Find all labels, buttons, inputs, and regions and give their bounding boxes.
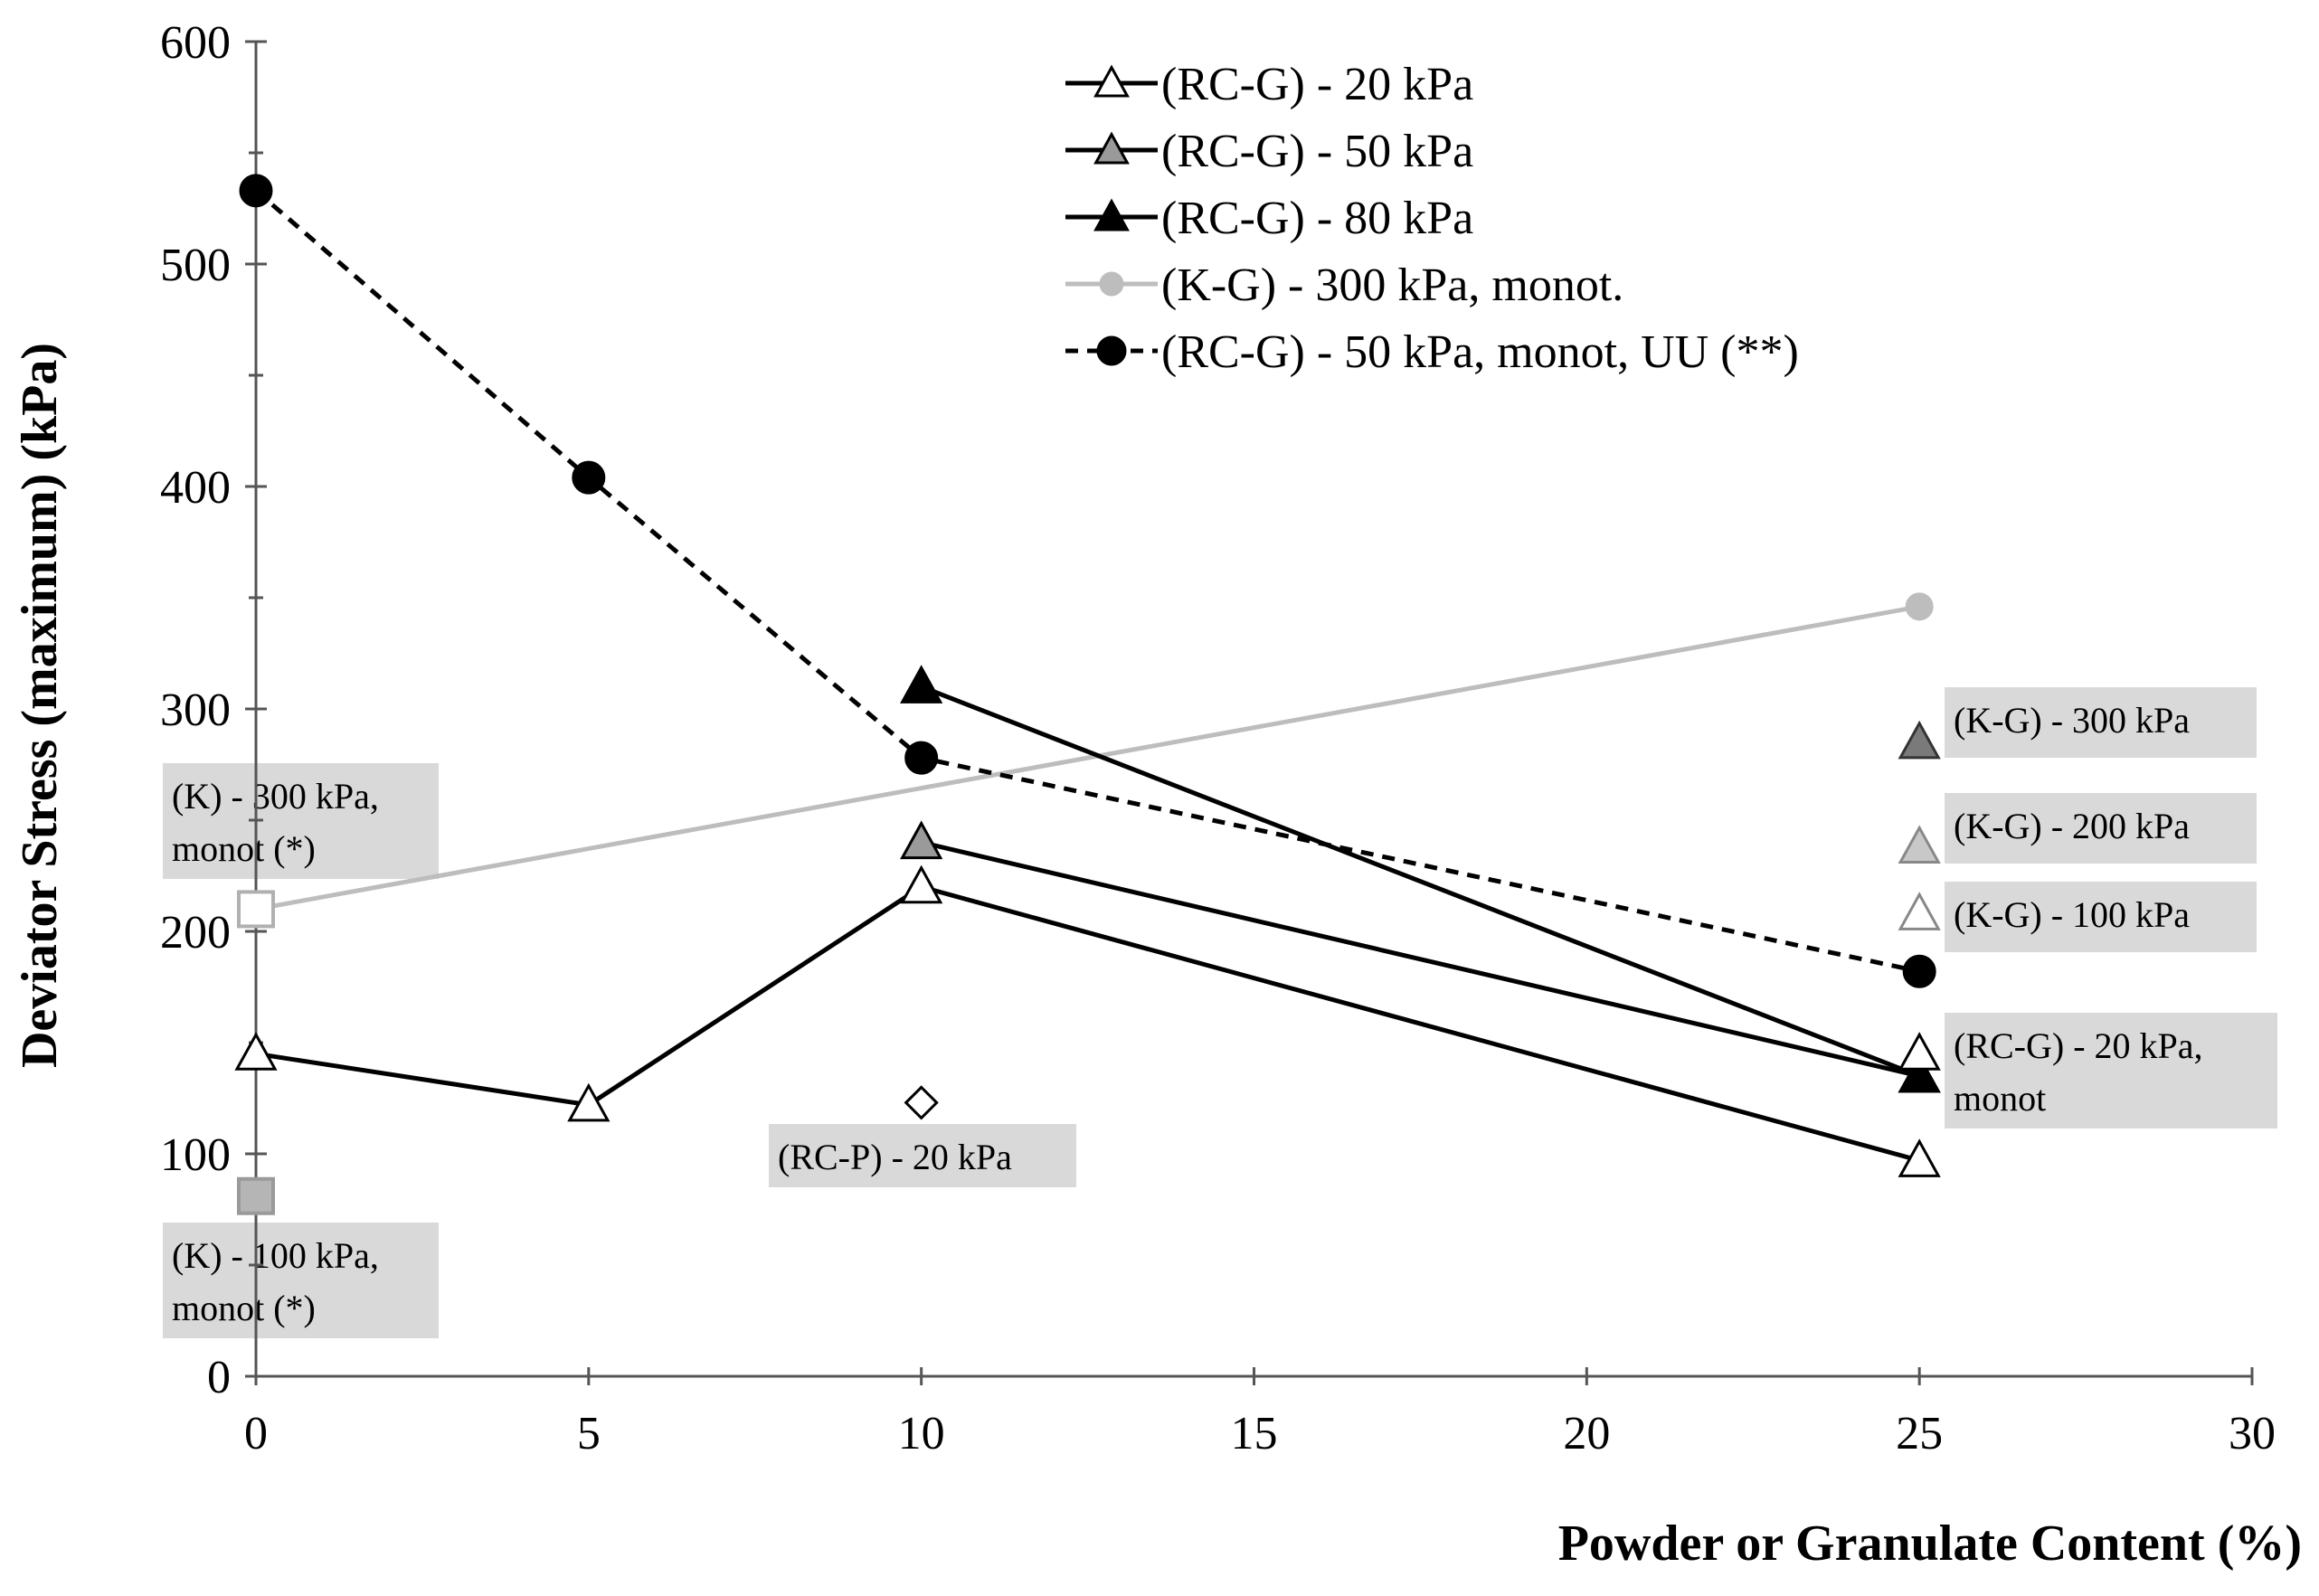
series-point bbox=[567, 1082, 611, 1122]
y-tick-label: 500 bbox=[160, 240, 231, 291]
series-point bbox=[1898, 1138, 1941, 1177]
x-tick-label: 15 bbox=[1231, 1408, 1278, 1459]
legend: (RC-G) - 20 kPa (RC-G) - 50 kPa (RC-G) - 8… bbox=[1065, 59, 1799, 378]
legend-label: (RC-G) - 50 kPa, monot, UU (**) bbox=[1161, 326, 1799, 378]
standalone-point bbox=[237, 890, 275, 929]
annotation-text: (K-G) - 300 kPa bbox=[1954, 700, 2190, 741]
standalone-point bbox=[904, 1085, 939, 1120]
legend-label: (RC-G) - 50 kPa bbox=[1161, 126, 1473, 177]
annotation-box bbox=[769, 1124, 1076, 1187]
series-point bbox=[1905, 592, 1934, 621]
x-tick-label: 0 bbox=[244, 1408, 268, 1459]
standalone-point bbox=[237, 1176, 275, 1215]
legend-marker bbox=[1093, 198, 1130, 231]
y-axis-title: Deviator Stress (maximum) (kPa) bbox=[12, 343, 68, 1068]
series-point bbox=[1902, 954, 1936, 988]
annotation-text: monot (*) bbox=[172, 828, 316, 869]
annotation-box bbox=[163, 763, 439, 879]
standalone-point bbox=[1898, 825, 1941, 864]
y-tick-label: 200 bbox=[160, 907, 231, 959]
annotation-box bbox=[1945, 882, 2257, 952]
annotation-box bbox=[1945, 1013, 2277, 1129]
annotation-text: (K) - 100 kPa, bbox=[172, 1235, 379, 1276]
y-tick-label: 100 bbox=[160, 1129, 231, 1181]
x-tick-label: 20 bbox=[1563, 1408, 1610, 1459]
annotation-text: (K-G) - 200 kPa bbox=[1954, 806, 2190, 846]
y-tick-label: 600 bbox=[160, 17, 231, 69]
annotation-text: (K) - 300 kPa, bbox=[172, 776, 379, 817]
series-point bbox=[900, 820, 943, 860]
standalone-point bbox=[1898, 720, 1941, 760]
series-line bbox=[921, 840, 1920, 1079]
series-line bbox=[255, 604, 1920, 911]
series-point bbox=[234, 1032, 278, 1071]
series-point bbox=[572, 460, 606, 495]
annotation-text: (RC-G) - 20 kPa, bbox=[1954, 1025, 2203, 1066]
series-line bbox=[254, 188, 1920, 974]
y-tick-label: 400 bbox=[160, 462, 231, 514]
annotation-box bbox=[1945, 793, 2257, 864]
x-tick-label: 10 bbox=[898, 1408, 945, 1459]
series-point bbox=[239, 174, 273, 208]
x-axis-title: Powder or Granulate Content (%) bbox=[1558, 1516, 2302, 1572]
series-point bbox=[900, 665, 943, 704]
x-tick-label: 25 bbox=[1896, 1408, 1943, 1459]
series-point bbox=[1898, 1053, 1941, 1093]
series-line bbox=[255, 884, 1920, 1163]
y-tick-label: 300 bbox=[160, 685, 231, 736]
series-point bbox=[904, 741, 939, 775]
series-point bbox=[900, 864, 943, 904]
legend-label: (K-G) - 300 kPa, monot. bbox=[1161, 260, 1623, 311]
y-tick-label: 0 bbox=[207, 1352, 231, 1403]
x-tick-label: 30 bbox=[2229, 1408, 2276, 1459]
series-layer bbox=[234, 174, 1941, 1177]
annotation-text: monot (*) bbox=[172, 1288, 316, 1328]
series-line bbox=[920, 685, 1921, 1079]
legend-label: (RC-G) - 80 kPa bbox=[1161, 193, 1473, 244]
annotation-box bbox=[1945, 687, 2257, 758]
legend-marker bbox=[1093, 64, 1130, 98]
legend-label: (RC-G) - 20 kPa bbox=[1161, 59, 1473, 110]
annotation-text: monot bbox=[1954, 1078, 2046, 1119]
annotation-text: (K-G) - 100 kPa bbox=[1954, 894, 2190, 935]
standalone-point bbox=[1898, 1032, 1941, 1071]
standalone-point bbox=[1898, 892, 1941, 930]
legend-marker bbox=[1096, 335, 1127, 366]
annotation-layer: (K-G) - 300 kPa (K-G) - 200 kPa (K-G) - 10… bbox=[163, 687, 2277, 1338]
standalone-points bbox=[237, 720, 1941, 1215]
legend-marker bbox=[1099, 271, 1124, 297]
annotation-box bbox=[163, 1223, 439, 1338]
x-tick-label: 5 bbox=[577, 1408, 601, 1459]
legend-marker bbox=[1093, 131, 1130, 165]
annotation-text: (RC-P) - 20 kPa bbox=[778, 1137, 1012, 1177]
